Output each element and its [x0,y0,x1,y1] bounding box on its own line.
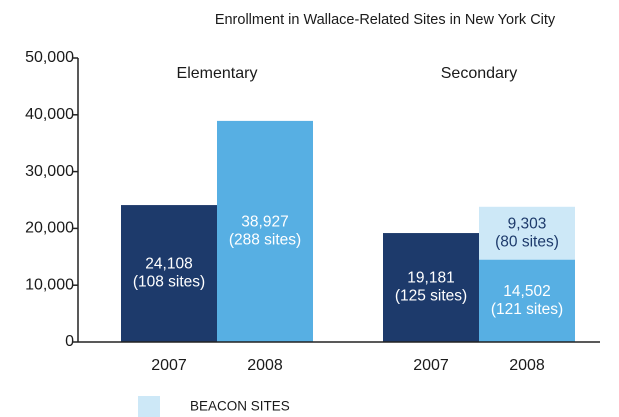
y-tick-label: 50,000 [25,49,74,66]
chart-title: Enrollment in Wallace-Related Sites in N… [215,12,556,28]
value-label: 19,181 [407,270,454,287]
y-tick-label: 40,000 [25,106,74,123]
x-tick-label: 2007 [413,357,449,374]
site-label: (108 sites) [133,274,205,291]
bar [217,120,313,342]
group-label: Elementary [177,65,258,82]
bar [383,233,479,342]
legend-swatch [138,396,160,417]
site-label: (125 sites) [395,288,467,305]
x-tick-label: 2008 [247,357,283,374]
site-label: (121 sites) [491,301,563,318]
y-tick-label: 0 [65,333,74,350]
site-label: (80 sites) [495,233,559,250]
value-label: 38,927 [241,214,288,231]
y-tick-label: 10,000 [25,276,74,293]
x-tick-label: 2008 [509,357,545,374]
y-tick-label: 20,000 [25,220,74,237]
bar [479,259,575,342]
y-tick-label: 30,000 [25,163,74,180]
value-label: 9,303 [508,215,547,232]
bar [479,206,575,260]
value-label: 24,108 [145,256,192,273]
site-label: (288 sites) [229,232,301,249]
bar [121,205,217,342]
legend-label: BEACON SITES [190,399,290,414]
x-tick-label: 2007 [151,357,187,374]
value-label: 14,502 [503,283,550,300]
group-label: Secondary [441,65,518,82]
